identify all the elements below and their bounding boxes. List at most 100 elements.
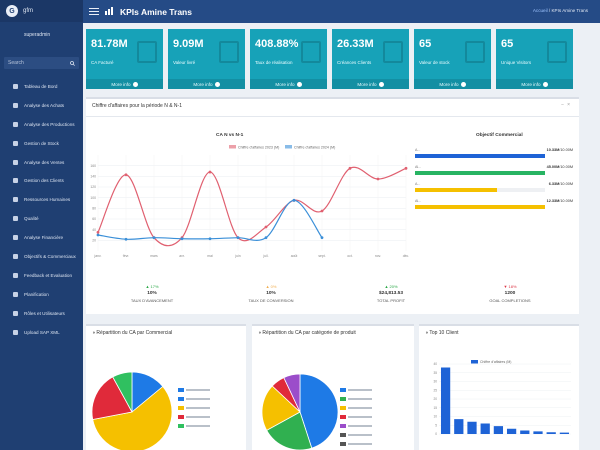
bar[interactable] bbox=[467, 421, 477, 434]
sidebar-item-12[interactable]: Planification bbox=[0, 285, 83, 304]
data-point[interactable] bbox=[404, 166, 408, 170]
more-info-link[interactable]: More info bbox=[168, 79, 245, 89]
x-tick-label: janv. bbox=[94, 254, 102, 258]
data-point[interactable] bbox=[124, 237, 128, 241]
legend-item[interactable]: Chiffre d'affaires 2023 (M) bbox=[229, 145, 279, 149]
sidebar-item-8[interactable]: Qualité bbox=[0, 209, 83, 228]
page-title: KPIs Amine Trans bbox=[120, 6, 192, 17]
data-point[interactable] bbox=[348, 166, 352, 170]
sidebar-item-14[interactable]: Upload SAP XML bbox=[0, 323, 83, 342]
kpi-tile[interactable]: 65 Unique Visitors More info bbox=[496, 29, 573, 89]
bar[interactable] bbox=[533, 431, 543, 434]
stat-value: 10% bbox=[266, 291, 276, 296]
data-point[interactable] bbox=[264, 225, 268, 229]
more-info-link[interactable]: More info bbox=[332, 79, 409, 89]
pie-slice[interactable] bbox=[261, 385, 301, 431]
bar[interactable] bbox=[520, 430, 530, 435]
sidebar-search[interactable]: Search bbox=[4, 57, 79, 69]
kpi-tile[interactable]: 9.09M Valeur livré More info bbox=[168, 29, 245, 89]
sidebar-item-6[interactable]: Gestion des Clients bbox=[0, 171, 83, 190]
pie-slice[interactable] bbox=[299, 373, 339, 449]
svg-text:Chiffre d'affaires 2024 (M): Chiffre d'affaires 2024 (M) bbox=[294, 145, 335, 149]
more-info-link[interactable]: More info bbox=[414, 79, 491, 89]
sidebar-item-13[interactable]: Rôles et Utilisateurs bbox=[0, 304, 83, 323]
x-tick-label: sept. bbox=[318, 254, 325, 258]
chart-title-icon bbox=[105, 6, 114, 17]
line-chart: Chiffre d'affaires 2023 (M) Chiffre d'aff… bbox=[90, 145, 409, 258]
legend-item bbox=[340, 415, 372, 419]
sidebar-item-label: Qualité bbox=[24, 216, 39, 222]
legend-item bbox=[178, 415, 210, 419]
data-point[interactable] bbox=[124, 173, 128, 177]
collapse-icon[interactable]: − bbox=[561, 102, 568, 108]
close-icon[interactable]: × bbox=[567, 102, 573, 108]
bar[interactable] bbox=[559, 432, 570, 434]
bar[interactable] bbox=[480, 423, 490, 435]
top-client-title: ◑ Top 10 Client bbox=[425, 330, 459, 336]
legend-item[interactable]: Chiffre d'affaires (M) bbox=[471, 360, 511, 364]
sidebar-item-1[interactable]: Tableau de Bord bbox=[0, 77, 83, 96]
y-tick-label: 40 bbox=[433, 362, 437, 366]
pie-slice[interactable] bbox=[92, 385, 173, 450]
sidebar-item-4[interactable]: Gestion de Stock bbox=[0, 134, 83, 153]
search-input[interactable]: Search bbox=[8, 60, 24, 66]
y-tick-label: 20 bbox=[433, 397, 437, 401]
data-point[interactable] bbox=[208, 237, 212, 241]
more-info-link[interactable]: More info bbox=[496, 79, 573, 89]
progress-track bbox=[415, 171, 545, 175]
brand[interactable]: G gfm bbox=[0, 0, 83, 22]
sidebar-item-5[interactable]: Analyse des Ventes bbox=[0, 153, 83, 172]
top-client-panel: ◑ Top 10 Client Chiffre d'affaires (M) 0 5… bbox=[419, 324, 579, 450]
pie-category-title: ◑ Répartition du CA par catégorie de pro… bbox=[258, 330, 356, 336]
kpi-tile[interactable]: 65 Valeur de stock More info bbox=[414, 29, 491, 89]
menu-item-icon bbox=[13, 197, 18, 203]
pie-slice[interactable] bbox=[266, 411, 313, 450]
kpi-tile[interactable]: 26.33M Créances Clients More info bbox=[332, 29, 409, 89]
sidebar-item-10[interactable]: Objectifs & Commerciaux bbox=[0, 247, 83, 266]
data-point[interactable] bbox=[264, 236, 268, 240]
pie-slice[interactable] bbox=[91, 376, 133, 420]
more-info-link[interactable]: More info bbox=[86, 79, 163, 89]
breadcrumb-home[interactable]: Accueil bbox=[532, 8, 548, 13]
legend-item bbox=[178, 397, 210, 401]
sidebar-item-9[interactable]: Analyse Financière bbox=[0, 228, 83, 247]
bar[interactable] bbox=[440, 367, 451, 435]
data-point[interactable] bbox=[320, 209, 324, 213]
pie-slice[interactable] bbox=[283, 373, 301, 413]
stat-label: TAUX DE CONVERSION bbox=[248, 298, 294, 303]
stat-change: ▲ 17% bbox=[145, 284, 159, 289]
pie-slice[interactable] bbox=[112, 371, 133, 413]
data-point[interactable] bbox=[96, 233, 100, 237]
data-point[interactable] bbox=[236, 236, 240, 240]
data-point[interactable] bbox=[180, 237, 184, 241]
bar[interactable] bbox=[454, 419, 464, 434]
user-name[interactable]: superadmin bbox=[24, 32, 51, 38]
sidebar-item-2[interactable]: Analyse des Achats bbox=[0, 96, 83, 115]
search-icon[interactable] bbox=[70, 60, 75, 66]
bar[interactable] bbox=[546, 432, 556, 434]
kpi-tile[interactable]: 81.78M CA Facturé More info bbox=[86, 29, 163, 89]
legend-item[interactable]: Chiffre d'affaires 2024 (M) bbox=[285, 145, 335, 149]
sidebar-item-7[interactable]: Ressources Humaines bbox=[0, 190, 83, 209]
menu-item-icon bbox=[13, 102, 18, 108]
data-point[interactable] bbox=[208, 170, 212, 174]
data-point[interactable] bbox=[376, 177, 380, 181]
data-point[interactable] bbox=[96, 230, 100, 234]
menu-toggle-icon[interactable] bbox=[89, 7, 99, 16]
menu-item-icon bbox=[13, 159, 18, 165]
bar[interactable] bbox=[493, 426, 504, 434]
sidebar-item-label: Analyse des Productions bbox=[24, 121, 75, 127]
more-info-link[interactable]: More info bbox=[250, 79, 327, 89]
data-point[interactable] bbox=[320, 236, 324, 240]
data-point[interactable] bbox=[152, 236, 156, 240]
kpi-tile[interactable]: 408.88% Taux de réalisation More info bbox=[250, 29, 327, 89]
sidebar-item-11[interactable]: Feedback et Evaluation bbox=[0, 266, 83, 285]
arrow-circle-icon bbox=[542, 81, 548, 87]
kpi-value: 81.78M bbox=[91, 38, 128, 50]
data-point[interactable] bbox=[292, 198, 296, 202]
sidebar-item-3[interactable]: Analyse des Productions bbox=[0, 115, 83, 134]
line-chart-title: CA N vs N-1 bbox=[216, 133, 244, 138]
bar[interactable] bbox=[506, 428, 517, 434]
x-tick-label: oct. bbox=[347, 254, 353, 258]
pie-commercial-panel: ◑ Répartition du CA par Commercial bbox=[86, 324, 246, 450]
